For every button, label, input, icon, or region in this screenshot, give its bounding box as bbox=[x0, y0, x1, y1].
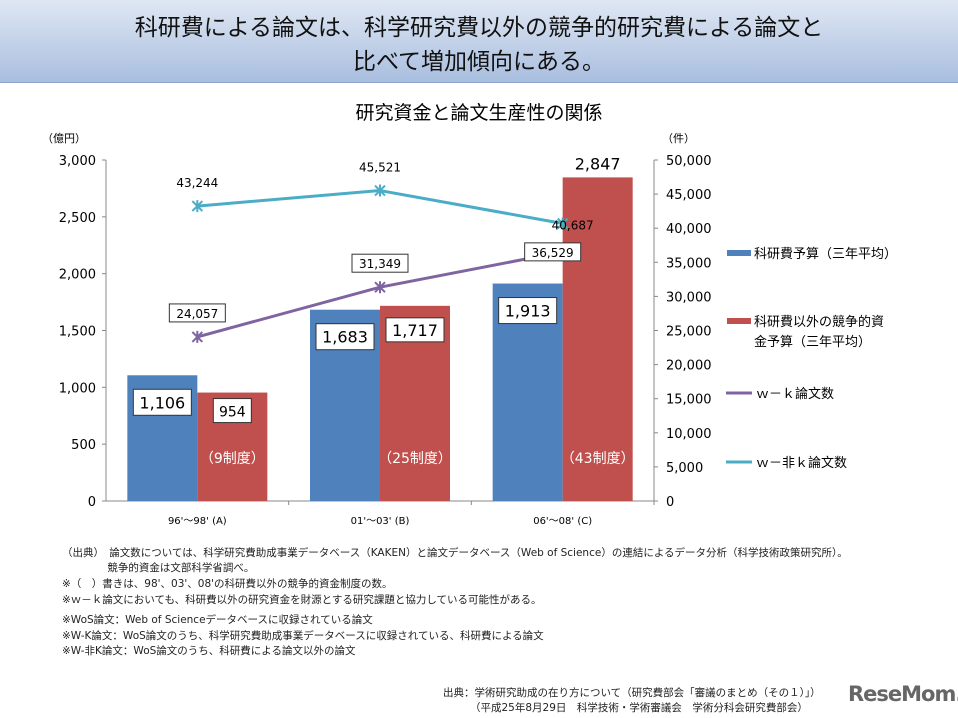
note: ※（ ）書きは、98'、03'、08'の科研費以外の競争的資金制度の数。 bbox=[62, 578, 393, 590]
source-line1: 出典：学術研究助成の在り方について（研究費部会「審議のまとめ（その１）」） bbox=[443, 687, 821, 699]
y-tick-label: 2,500 bbox=[59, 211, 96, 226]
y-tick-label: 3,000 bbox=[59, 154, 96, 169]
data-label: 1,913 bbox=[505, 302, 551, 321]
legend-label: 科研費予算（三年平均） bbox=[754, 247, 897, 262]
note: ※ｗ－ｋ論文においても、科研費以外の研究資金を財源とする研究課題と協力している可… bbox=[62, 594, 542, 606]
data-label-box bbox=[385, 317, 445, 343]
data-label-box bbox=[524, 242, 582, 262]
y2-tick-label: 45,000 bbox=[666, 188, 712, 203]
line-marker bbox=[374, 281, 386, 294]
title-banner: 科研費による論文は、科学研究費以外の競争的研究費による論文と 比べて増加傾向にあ… bbox=[0, 0, 958, 83]
legend-label: ｗ－非ｋ論文数 bbox=[756, 455, 847, 471]
y2-tick-label: 50,000 bbox=[666, 154, 712, 169]
legend-label: ｗ－ｋ論文数 bbox=[756, 386, 834, 402]
line-data-label: 24,057 bbox=[176, 307, 218, 321]
y-tick-label: 2,000 bbox=[59, 268, 96, 283]
resemom-logo: ReseMom. bbox=[848, 682, 958, 706]
y2-tick-label: 40,000 bbox=[666, 222, 712, 237]
data-label-box bbox=[315, 323, 375, 351]
data-label: 1,683 bbox=[322, 328, 368, 347]
x-tick-label: 96'～98' (A) bbox=[168, 516, 227, 527]
data-label-box bbox=[212, 398, 252, 424]
data-label: 1,717 bbox=[392, 321, 438, 340]
y-axis-label: （億円） bbox=[42, 132, 86, 145]
legend-label: 金予算（三年平均） bbox=[754, 334, 871, 350]
y-tick-label: 1,500 bbox=[59, 325, 96, 340]
line-data-label: 36,529 bbox=[532, 246, 574, 260]
data-label-box bbox=[498, 297, 558, 325]
note: （出典） 論文数については、科学研究費助成事業データベース（KAKEN）と論文デ… bbox=[62, 547, 848, 559]
chart-title: 研究資金と論文生産性の関係 bbox=[355, 102, 603, 124]
y2-tick-label: 0 bbox=[666, 495, 674, 510]
y2-tick-label: 30,000 bbox=[666, 290, 712, 305]
source-line2: （平成25年8月29日 科学技術・学術審議会 学術分科会研究費部会） bbox=[470, 702, 808, 714]
data-label: 1,106 bbox=[139, 393, 185, 412]
line-data-label: 45,521 bbox=[359, 161, 401, 175]
x-tick-label: 06'～08' (C) bbox=[533, 516, 592, 527]
line-data-label: 31,349 bbox=[359, 257, 401, 271]
y2-tick-label: 35,000 bbox=[666, 256, 712, 271]
line-data-label: 40,687 bbox=[552, 219, 594, 233]
line-marker bbox=[191, 330, 204, 343]
line-data-label: 43,244 bbox=[176, 176, 218, 190]
data-label: 2,847 bbox=[575, 154, 621, 173]
y-tick-label: 1,000 bbox=[59, 381, 96, 396]
data-label-box bbox=[168, 303, 226, 323]
data-label-box bbox=[351, 253, 409, 273]
note: ※W-K論文：WoS論文のうち、科学研究費助成事業データベースに収録されている、… bbox=[62, 630, 544, 642]
y2-tick-label: 10,000 bbox=[666, 427, 712, 442]
note: ※WoS論文：Web of Scienceデータベースに収録されている論文 bbox=[62, 614, 373, 626]
note: ※W-非K論文：WoS論文のうち、科研費による論文以外の論文 bbox=[62, 645, 356, 657]
y2-axis-label: （件） bbox=[662, 132, 695, 145]
legend-swatch-kaken bbox=[727, 250, 751, 256]
note: 競争的資金は文部科学省調べ。 bbox=[62, 562, 255, 574]
data-label: 954 bbox=[219, 405, 246, 421]
slide-title-line1: 科研費による論文は、科学研究費以外の競争的研究費による論文と bbox=[134, 15, 824, 41]
y-tick-label: 500 bbox=[71, 438, 96, 453]
line-marker bbox=[191, 200, 204, 213]
data-label-box bbox=[132, 388, 192, 416]
bar-other bbox=[562, 177, 633, 502]
bar-annotation: （43制度） bbox=[561, 451, 635, 467]
legend-label: 科研費以外の競争的資 bbox=[754, 314, 884, 330]
slide-title-line2: 比べて増加傾向にある。 bbox=[352, 49, 606, 75]
y2-tick-label: 15,000 bbox=[666, 393, 712, 408]
line-marker bbox=[556, 217, 569, 230]
legend-swatch-other bbox=[727, 318, 751, 324]
y2-tick-label: 5,000 bbox=[666, 461, 703, 476]
chart: （億円） （件） 0 500 1,000 1,500 2,000 2,500 3,000 0 5,0… bbox=[42, 132, 897, 527]
y2-tick-label: 25,000 bbox=[666, 325, 712, 340]
bar-annotation: （9制度） bbox=[200, 451, 265, 467]
x-tick-label: 01'～03' (B) bbox=[351, 516, 410, 527]
line-marker bbox=[374, 184, 386, 197]
y-tick-label: 0 bbox=[88, 495, 96, 510]
bar-annotation: （25制度） bbox=[378, 451, 452, 467]
y2-tick-label: 20,000 bbox=[666, 359, 712, 374]
